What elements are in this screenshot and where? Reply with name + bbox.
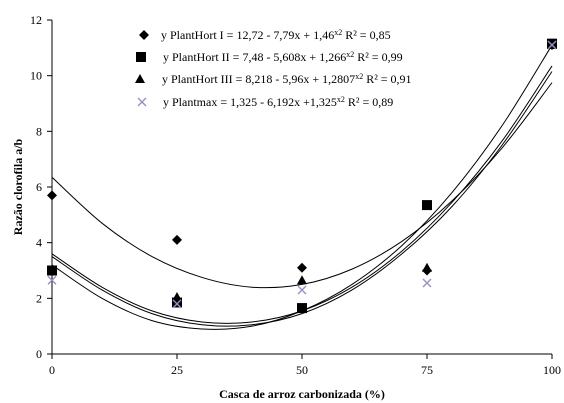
x-tick-label: 100: [543, 363, 561, 377]
legend-marker-2: [136, 52, 146, 62]
trendline-2: [51, 71, 553, 327]
point-square-2: [422, 200, 432, 211]
point-x-4: [297, 285, 307, 295]
legend-entry-3: y PlantHort III = 8,218 - 5,96x + 1,2807…: [162, 72, 412, 87]
legend-entry-1: y PlantHort I = 12,72 - 7,79x + 1,46x2 R…: [161, 28, 391, 43]
y-tick-label: 8: [36, 124, 42, 138]
point-triangle-3: [422, 262, 432, 272]
legend-entry-4: y Plantmax = 1,325 - 6,192x +1,325x2 R² …: [163, 95, 393, 110]
trendline-1: [51, 82, 553, 289]
y-axis-title: Razão clorofila a/b: [11, 138, 25, 235]
legend-marker-1: [139, 30, 149, 40]
point-x-4: [422, 278, 432, 288]
trendlines: [51, 44, 553, 330]
y-tick-label: 2: [36, 291, 42, 305]
x-tick-label: 0: [49, 363, 55, 377]
trendline-4: [51, 44, 553, 330]
x-tick-label: 25: [171, 363, 183, 377]
y-tick-label: 4: [36, 236, 42, 250]
x-tick-label: 75: [421, 363, 433, 377]
x-stroke: [422, 278, 432, 288]
point-diamond-1: [297, 262, 307, 273]
x-tick-label: 50: [296, 363, 308, 377]
point-x-4: [47, 275, 57, 285]
y-tick-label: 0: [36, 347, 42, 361]
x-axis-title: Casca de arroz carbonizada (%): [219, 387, 385, 401]
point-triangle-3: [297, 275, 307, 285]
point-square-2: [172, 297, 182, 308]
legend: y PlantHort I = 12,72 - 7,79x + 1,46x2 R…: [135, 28, 412, 110]
x-stroke: [547, 40, 557, 50]
axes: 0 2 4 6 8 10 12 0 25 50 75 100: [30, 13, 561, 377]
legend-marker-3: [135, 74, 145, 83]
point-triangle-3: [172, 291, 182, 301]
point-diamond-1: [172, 234, 182, 245]
point-x-4: [172, 299, 182, 309]
x-stroke: [297, 285, 307, 295]
y-tick-label: 12: [30, 13, 42, 27]
x-stroke: [172, 299, 182, 309]
y-tick-label: 10: [30, 69, 42, 83]
point-square-2: [297, 303, 307, 314]
x-stroke: [47, 275, 57, 285]
point-diamond-1: [47, 190, 57, 201]
x-stroke: [137, 97, 147, 107]
point-x-4: [547, 40, 557, 50]
legend-entry-2: y PlantHort II = 7,48 - 5,608x + 1,266x2…: [163, 50, 403, 65]
data-markers: [47, 38, 557, 314]
legend-marker-4: [137, 97, 147, 107]
y-tick-label: 6: [36, 180, 42, 194]
point-triangle-3: [47, 265, 57, 275]
